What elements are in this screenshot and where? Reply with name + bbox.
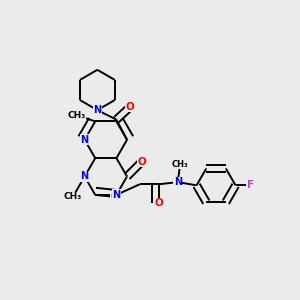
Text: CH₃: CH₃ [67, 111, 85, 120]
Text: O: O [154, 198, 163, 208]
Text: N: N [93, 105, 101, 115]
Text: N: N [81, 172, 89, 182]
Text: N: N [174, 177, 182, 187]
Text: O: O [137, 157, 146, 167]
Text: N: N [112, 190, 121, 200]
Text: N: N [81, 135, 89, 145]
Text: CH₃: CH₃ [64, 192, 82, 201]
Text: F: F [247, 180, 254, 190]
Text: O: O [111, 192, 120, 202]
Text: CH₃: CH₃ [172, 160, 188, 169]
Text: O: O [126, 102, 135, 112]
